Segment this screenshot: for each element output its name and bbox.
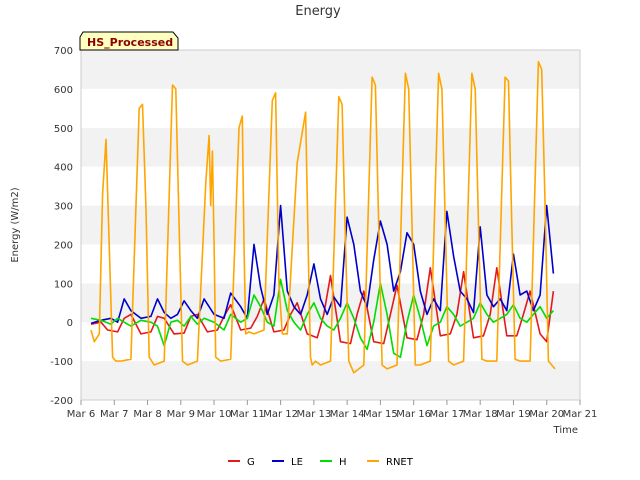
site-label-box: HS_Processed (79, 31, 179, 51)
x-tick-label: Mar 7 (100, 409, 128, 420)
series-line-g (90, 266, 555, 345)
y-tick-label: -200 (50, 396, 73, 407)
x-tick-label: Mar 16 (396, 409, 431, 420)
x-tick-label: Mar 13 (296, 409, 331, 420)
y-tick-label: 100 (54, 279, 73, 290)
site-label: HS_Processed (87, 36, 173, 49)
grid-band (81, 205, 580, 245)
legend-label: H (339, 457, 347, 468)
series-line-rnet (90, 60, 556, 374)
x-tick-label: Mar 15 (363, 409, 398, 420)
legend-item-rnet: RNET (367, 457, 414, 468)
x-tick-label: Mar 17 (430, 409, 465, 420)
x-tick-label: Mar 11 (230, 409, 265, 420)
y-tick-label: 400 (54, 163, 73, 174)
y-tick-label: 0 (67, 318, 73, 329)
y-tick-label: 500 (54, 124, 73, 135)
y-axis-title: Energy (W/m2) (10, 187, 21, 262)
series-line-le (90, 204, 555, 325)
legend-label: LE (291, 457, 303, 468)
y-tick-label: 600 (54, 85, 73, 96)
grid-band (81, 166, 580, 206)
legend: G LE H RNET (228, 457, 414, 468)
x-tick-label: Mar 6 (67, 409, 95, 420)
legend-item-le: LE (272, 457, 303, 468)
legend-item-h: H (320, 457, 347, 468)
x-tick-label: Mar 14 (330, 409, 365, 420)
legend-label: RNET (386, 457, 414, 468)
series-layer (90, 60, 556, 374)
grid-band (81, 88, 580, 128)
legend-label: G (247, 457, 255, 468)
y-tick-label: -100 (50, 357, 73, 368)
x-tick-label: Mar 9 (167, 409, 195, 420)
grid-band (81, 127, 580, 167)
x-tick-label: Mar 21 (563, 409, 598, 420)
grid-band (81, 50, 580, 89)
x-axis-title: Time (553, 425, 578, 436)
x-tick-label: Mar 10 (197, 409, 232, 420)
chart-title: Energy (295, 4, 341, 19)
grid-bands (81, 50, 580, 400)
y-axis: -200 -100 0 100 200 300 400 500 600 700 (50, 46, 73, 407)
x-tick-label: Mar 12 (263, 409, 298, 420)
plot-frame (80, 49, 581, 401)
grid-band (81, 361, 580, 400)
x-tick-label: Mar 18 (463, 409, 498, 420)
y-tick-label: 200 (54, 240, 73, 251)
y-tick-label: 700 (54, 46, 73, 57)
x-tick-label: Mar 19 (496, 409, 531, 420)
x-tick-label: Mar 20 (529, 409, 564, 420)
legend-item-g: G (228, 457, 255, 468)
x-tick-label: Mar 8 (133, 409, 161, 420)
y-tick-label: 300 (54, 202, 73, 213)
